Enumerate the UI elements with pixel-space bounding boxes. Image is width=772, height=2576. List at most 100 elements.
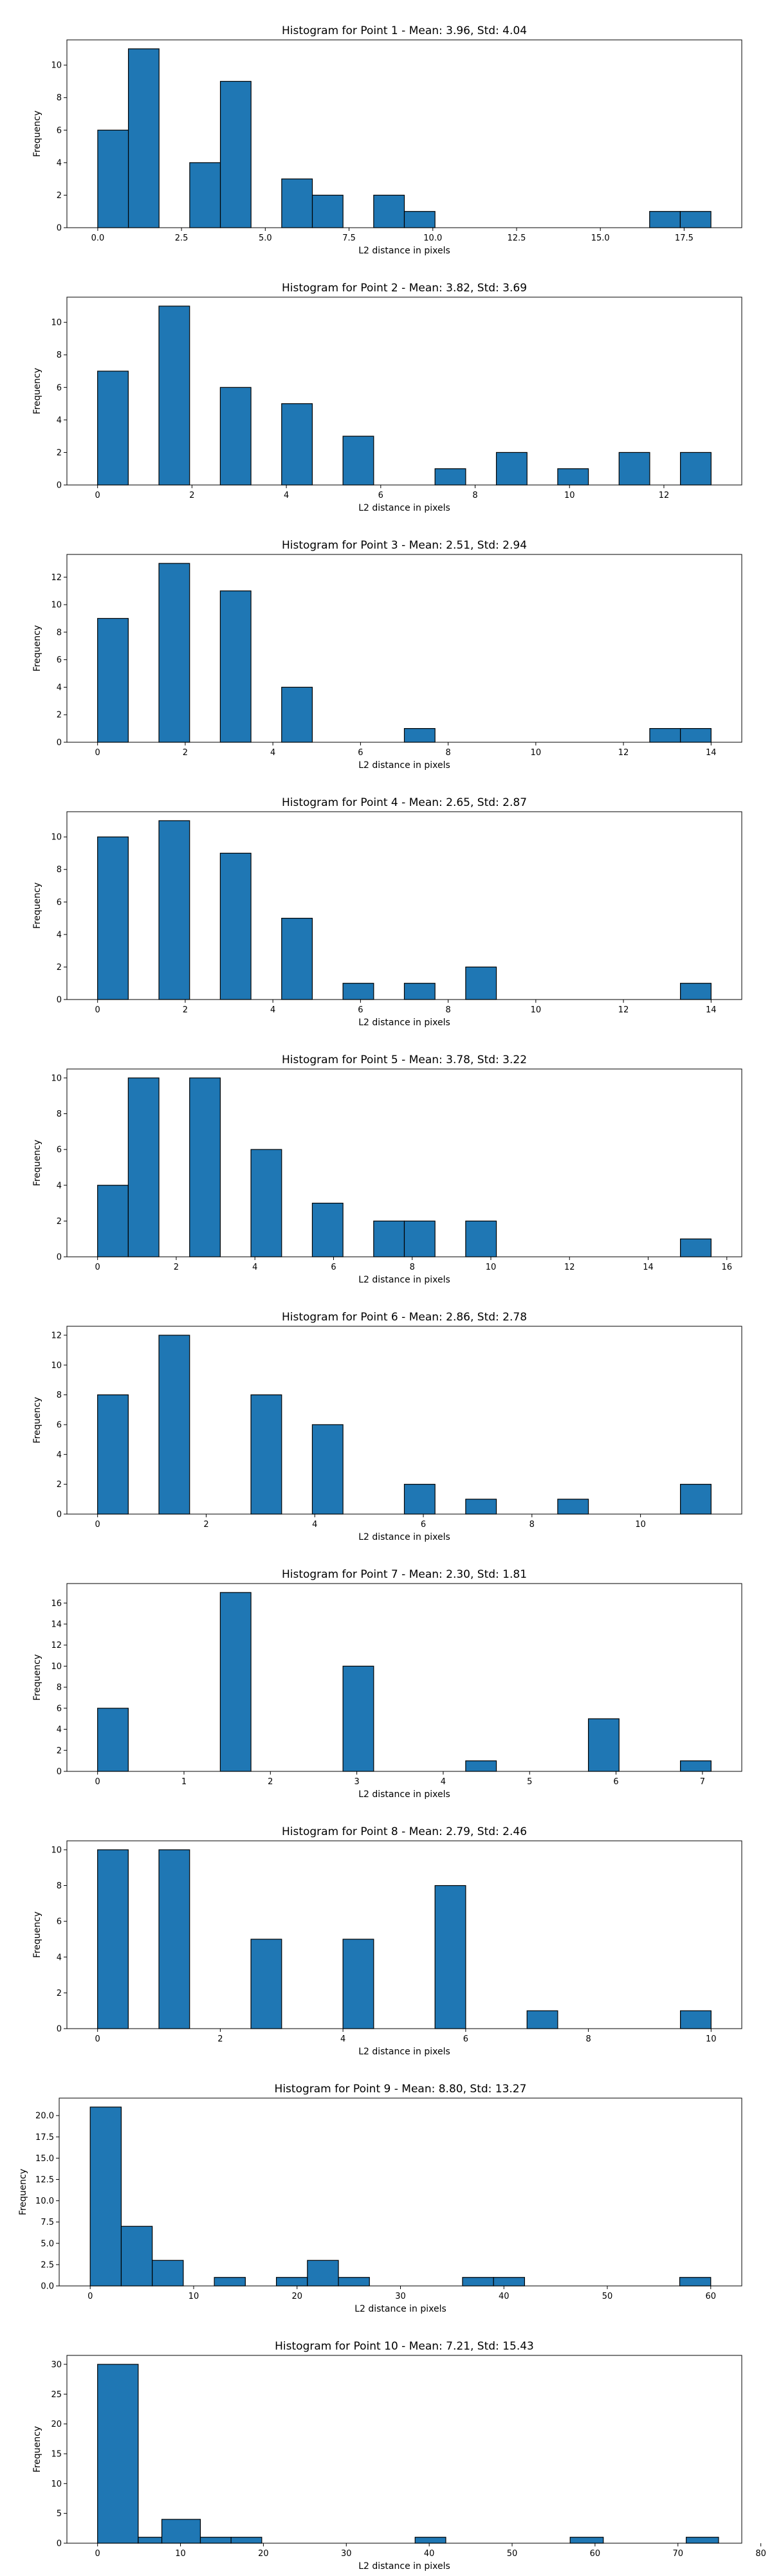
histogram-bar (680, 983, 712, 1000)
x-tick-label: 2 (189, 491, 194, 500)
y-tick-label: 8 (57, 1881, 62, 1891)
y-tick-label: 6 (57, 1420, 62, 1430)
y-tick-label: 6 (57, 1704, 62, 1713)
y-tick-label: 8 (57, 1391, 62, 1400)
x-tick-label: 14 (706, 748, 717, 758)
x-tick-label: 3 (354, 1777, 359, 1787)
histogram-bar (250, 1394, 282, 1515)
histogram-bar (219, 387, 252, 486)
histogram-bar (97, 1849, 129, 2029)
x-axis-label: L2 distance in pixels (358, 1275, 450, 1285)
y-tick-label: 12 (51, 1331, 62, 1340)
x-tick-label: 8 (585, 2034, 591, 2044)
histogram-bar (680, 728, 712, 743)
histogram-bar (275, 2277, 308, 2287)
x-tick-label: 4 (252, 1263, 257, 1272)
histogram-bar (158, 1335, 190, 1515)
y-tick-label: 2 (57, 1217, 62, 1227)
x-axis-label: L2 distance in pixels (358, 1532, 450, 1542)
histogram-bar (587, 1718, 620, 1772)
histogram-bar (414, 2537, 446, 2544)
histogram-bar (465, 1760, 497, 1772)
x-tick-label: 4 (270, 748, 275, 758)
y-tick-label: 2 (57, 1746, 62, 1756)
y-tick-label: 8 (57, 628, 62, 637)
y-tick-label: 0 (57, 224, 62, 233)
histogram-bar (649, 211, 681, 228)
y-tick-label: 6 (57, 383, 62, 393)
histogram-bar (686, 2537, 719, 2544)
histogram-bar (403, 1220, 436, 1257)
chart-title: Histogram for Point 10 - Mean: 7.21, Std… (275, 2340, 534, 2353)
x-tick-label: 30 (395, 2292, 406, 2301)
histogram-bar (495, 452, 528, 486)
x-axis-label: L2 distance in pixels (358, 503, 450, 513)
y-tick-label: 5.0 (41, 2239, 54, 2249)
y-tick-label: 5 (57, 2509, 62, 2519)
x-tick-label: 1 (181, 1777, 187, 1787)
x-tick-label: 40 (424, 2549, 435, 2559)
histogram-bar (338, 2277, 370, 2287)
y-tick-label: 4 (57, 1450, 62, 1460)
y-tick-label: 4 (57, 1953, 62, 1962)
x-tick-label: 14 (706, 1005, 717, 1015)
x-tick-label: 8 (445, 1005, 450, 1015)
y-tick-label: 6 (57, 1917, 62, 1927)
x-tick-label: 8 (529, 1520, 535, 1530)
y-tick-label: 0 (57, 481, 62, 491)
y-tick-label: 10 (51, 61, 62, 71)
y-tick-label: 16 (51, 1599, 62, 1609)
histogram-bar (403, 1484, 436, 1515)
histogram-chart: Histogram for Point 6 - Mean: 2.86, Std:… (32, 1311, 742, 1542)
x-axis-label: L2 distance in pixels (358, 760, 450, 771)
chart-title: Histogram for Point 2 - Mean: 3.82, Std:… (282, 282, 527, 295)
x-tick-label: 60 (590, 2549, 601, 2559)
y-tick-label: 2 (57, 963, 62, 973)
histogram-bar (97, 129, 129, 228)
x-tick-label: 8 (410, 1263, 415, 1272)
y-axis-label: Frequency (32, 1397, 42, 1443)
histogram-bar (281, 178, 313, 228)
axes-frame (66, 1583, 742, 1772)
chart-title: Histogram for Point 4 - Mean: 2.65, Std:… (282, 796, 527, 809)
histogram-bar (97, 836, 129, 1000)
x-axis-label: L2 distance in pixels (358, 2047, 450, 2057)
chart-title: Histogram for Point 5 - Mean: 3.78, Std:… (282, 1054, 527, 1066)
y-tick-label: 6 (57, 898, 62, 908)
histogram-bar (618, 452, 650, 486)
y-tick-label: 15.0 (35, 2154, 54, 2164)
histogram-bar (680, 1760, 712, 1772)
y-tick-label: 4 (57, 1725, 62, 1735)
histogram-bar (493, 2277, 526, 2287)
x-tick-label: 10 (706, 2034, 717, 2044)
x-tick-label: 4 (441, 1777, 446, 1787)
y-axis-label: Frequency (32, 625, 42, 671)
y-tick-label: 10 (51, 1845, 62, 1855)
x-tick-label: 0 (95, 748, 100, 758)
x-tick-label: 6 (358, 1005, 363, 1015)
x-tick-label: 2.5 (175, 233, 188, 243)
y-tick-label: 2.5 (41, 2260, 54, 2270)
histogram-bar (97, 617, 129, 743)
x-tick-label: 6 (421, 1520, 426, 1530)
histogram-bar (219, 590, 252, 743)
histogram-bar (462, 2277, 494, 2287)
histogram-bar (219, 1592, 252, 1772)
x-tick-label: 7 (700, 1777, 705, 1787)
histogram-chart: Histogram for Point 5 - Mean: 3.78, Std:… (32, 1054, 742, 1285)
y-tick-label: 10 (51, 1073, 62, 1083)
x-tick-label: 80 (755, 2549, 766, 2559)
histogram-bar (680, 2010, 712, 2029)
y-tick-label: 14 (51, 1620, 62, 1629)
x-tick-label: 2 (174, 1263, 179, 1272)
histogram-bar (403, 211, 436, 228)
histogram-bar (342, 435, 374, 486)
histogram-bar (680, 1484, 712, 1515)
axes-frame (59, 2097, 742, 2287)
histogram-bar (189, 162, 221, 228)
x-tick-label: 20 (258, 2549, 269, 2559)
x-tick-label: 12 (659, 491, 670, 500)
histogram-bar (97, 1394, 129, 1515)
x-tick-label: 0 (95, 1263, 100, 1272)
